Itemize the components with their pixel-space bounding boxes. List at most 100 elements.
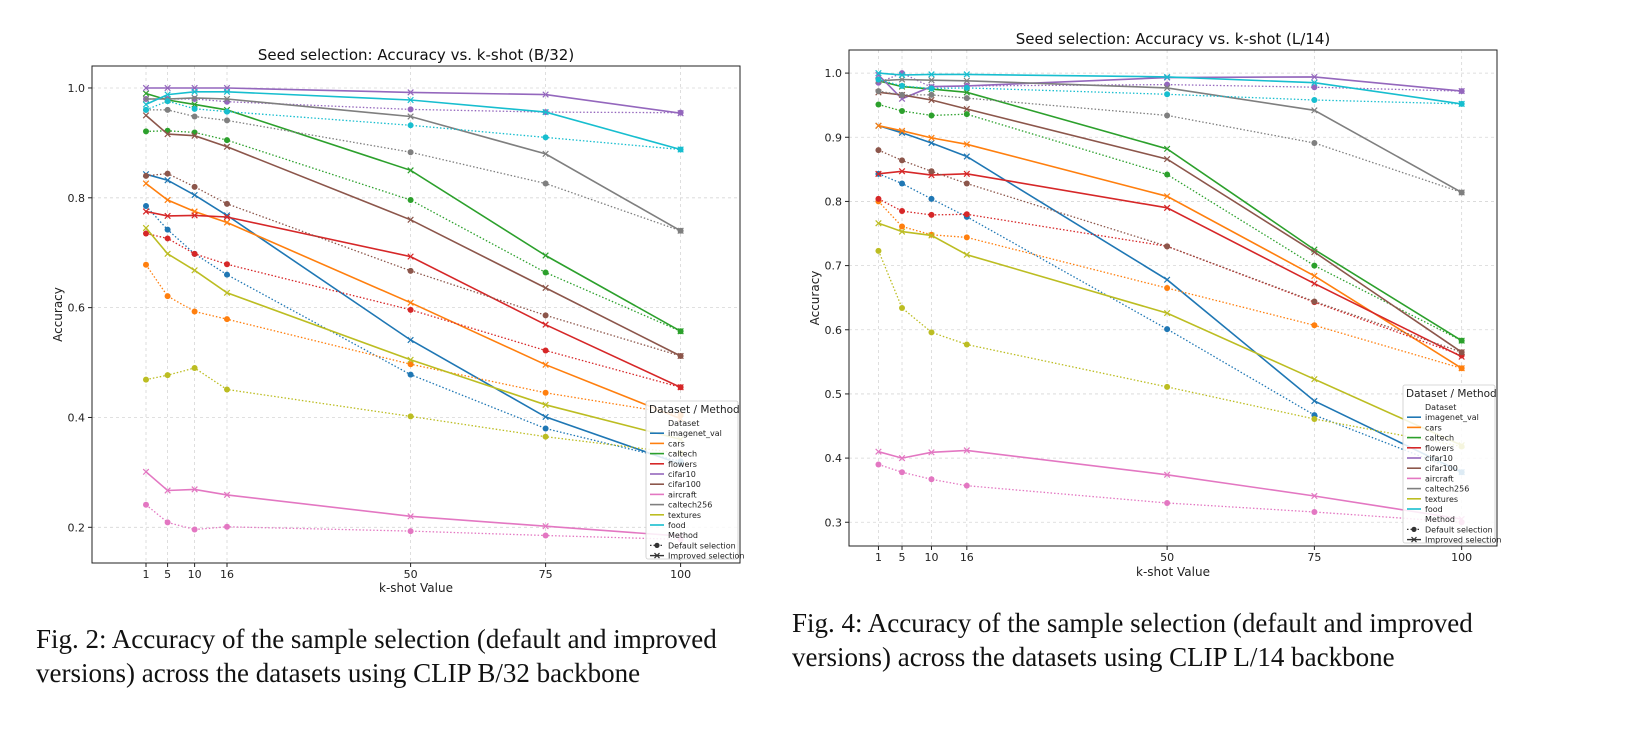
x-marker-stroke [677,352,684,360]
data-point-textures-improved [164,250,171,258]
data-point-cars-default [164,293,171,300]
x-marker-stroke [164,84,171,92]
x-marker-stroke [963,170,971,178]
data-point-aircraft-improved [1163,471,1171,479]
x-marker-stroke [542,91,549,98]
x-marker-stroke [963,141,971,148]
data-point-flowers-default [224,261,230,268]
data-point-caltech256-default [963,95,970,102]
legend-label-caltech256: caltech256 [668,501,712,510]
x-marker-stroke [875,69,882,77]
data-point-cifar100-improved [223,143,231,150]
x-marker-stroke [164,212,171,220]
grid [92,66,740,563]
x-marker-stroke [677,227,684,234]
data-point-cifar100-default [1311,298,1318,305]
x-marker-stroke [1458,189,1465,196]
data-point-textures-default [407,413,414,420]
grid [849,50,1497,546]
legend-label-flowers: flowers [668,460,697,469]
data-point-flowers-default [407,306,414,313]
x-marker-stroke [1163,155,1171,163]
data-point-flowers-improved [542,321,549,328]
x-marker-stroke [164,177,171,184]
data-point-textures-improved [542,401,549,409]
data-point-textures-default [899,304,906,311]
legend-label-default-selection: Default selection [668,541,736,550]
x-marker-stroke [1311,375,1318,383]
data-point-aircraft-default [407,528,414,535]
chart-l14: Seed selection: Accuracy vs. k-shot (L/1… [808,30,1501,579]
data-point-imagenet_val-default [928,195,935,202]
data-point-food-default [875,76,882,83]
data-point-food-improved [963,71,971,78]
data-point-flowers-improved [677,384,684,391]
data-point-cars-improved [542,361,549,368]
x-tick-label: 16 [960,551,974,564]
data-point-caltech-improved [963,89,971,96]
data-point-caltech-default [224,137,230,144]
series-line-cars-improved [878,124,1463,369]
data-point-caltech256-default [224,117,230,124]
data-point-caltech256-default [542,180,549,187]
data-point-food-default [164,98,171,105]
data-point-textures-improved [223,289,231,297]
y-tick-label: 1.0 [825,67,843,80]
data-point-aircraft-improved [191,486,198,493]
data-point-imagenet_val-improved [1311,397,1318,405]
x-marker-stroke [875,448,882,455]
x-marker-stroke [191,101,198,108]
x-marker-stroke [1311,107,1318,114]
x-marker-stroke [407,96,414,104]
data-point-caltech256-default [1164,112,1171,119]
data-point-cars-improved [164,196,171,204]
x-marker-stroke [928,71,935,78]
data-point-textures-default [164,372,171,379]
x-marker-stroke [963,71,971,78]
x-marker-stroke [142,95,150,103]
x-marker-stroke [191,486,198,493]
x-marker-stroke [677,328,684,335]
y-tick-label: 0.3 [825,516,843,529]
data-point-flowers-default [899,208,906,215]
legend-label-cifar10: cifar10 [668,470,696,479]
y-tick-label: 0.4 [825,452,843,465]
x-marker-stroke [407,167,414,174]
data-point-caltech-default [191,129,198,136]
y-tick-label: 0.7 [825,260,843,273]
x-tick-label: 1 [143,568,150,581]
data-point-aircraft-default [1164,500,1171,507]
data-point-cars-default [1311,322,1318,329]
x-marker-stroke [407,216,414,223]
x-marker-stroke [164,196,171,204]
data-point-textures-improved [963,251,971,258]
data-point-aircraft-improved [928,449,935,456]
data-point-caltech-default [542,269,549,276]
data-point-flowers-improved [407,253,414,260]
y-tick-label: 0.4 [68,411,86,424]
data-point-textures-default [928,329,935,336]
data-point-caltech256-default [899,91,906,98]
data-point-cifar100-improved [1163,155,1171,163]
data-point-aircraft-improved [963,447,971,454]
data-point-food-improved [898,71,906,79]
chart-title: Seed selection: Accuracy vs. k-shot (L/1… [1016,30,1330,48]
data-point-imagenet_val-improved [164,177,171,184]
x-marker-stroke [898,168,906,175]
data-point-flowers-improved [142,208,150,215]
x-marker-stroke [1163,204,1171,212]
x-marker-stroke [142,224,150,232]
x-marker-stroke [963,447,971,454]
data-point-aircraft-default [928,476,935,483]
data-point-caltech-default [407,196,414,203]
data-point-food-default [928,85,935,92]
series-line-caltech-default [145,130,681,332]
x-marker-stroke [542,321,549,328]
data-point-aircraft-default [542,532,549,539]
data-point-caltech-improved [142,90,150,97]
legend-header-dataset: Dataset [668,419,699,428]
x-marker-stroke [963,77,971,85]
data-point-cifar10-default [191,95,198,102]
data-point-textures-default [1164,383,1171,390]
